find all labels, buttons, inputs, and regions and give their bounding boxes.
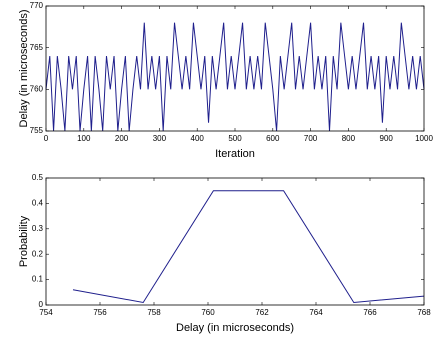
- y-tick-label: 765: [30, 43, 44, 52]
- x-tick-label: 754: [39, 308, 53, 317]
- y-tick-label: 0.5: [32, 173, 44, 182]
- x-tick-label: 300: [153, 134, 167, 143]
- x-tick-label: 0: [44, 134, 49, 143]
- x-tick-label: 900: [380, 134, 394, 143]
- x-tick-label: 100: [77, 134, 91, 143]
- y-tick-label: 770: [30, 1, 44, 10]
- data-line: [72, 190, 425, 304]
- x-tick-label: 760: [201, 308, 215, 317]
- axes-frame: [45, 177, 425, 306]
- x-tick-label: 600: [266, 134, 280, 143]
- x-tick-label: 764: [309, 308, 323, 317]
- y-axis-label: Delay (in microseconds): [18, 10, 30, 128]
- y-axis-label: Probability: [18, 215, 30, 267]
- y-tick-label: 0.3: [32, 224, 44, 233]
- y-tick-label: 0.1: [32, 275, 44, 284]
- axes-frame: [45, 5, 425, 132]
- data-line: [45, 22, 425, 132]
- x-tick-label: 700: [304, 134, 318, 143]
- x-tick-label: 500: [228, 134, 242, 143]
- x-axis-label: Iteration: [215, 148, 255, 160]
- y-tick-label: 755: [30, 126, 44, 135]
- y-tick-label: 0: [39, 300, 44, 309]
- x-tick-label: 766: [363, 308, 377, 317]
- y-tick-label: 0.2: [32, 249, 44, 258]
- x-axis-label: Delay (in microseconds): [176, 322, 294, 334]
- x-tick-label: 768: [417, 308, 431, 317]
- x-tick-label: 200: [115, 134, 129, 143]
- y-tick-label: 760: [30, 84, 44, 93]
- x-tick-label: 400: [191, 134, 205, 143]
- x-tick-label: 762: [255, 308, 269, 317]
- x-tick-label: 758: [147, 308, 161, 317]
- x-tick-label: 1000: [415, 134, 433, 143]
- x-tick-label: 756: [93, 308, 107, 317]
- x-tick-label: 800: [342, 134, 356, 143]
- y-tick-label: 0.4: [32, 199, 44, 208]
